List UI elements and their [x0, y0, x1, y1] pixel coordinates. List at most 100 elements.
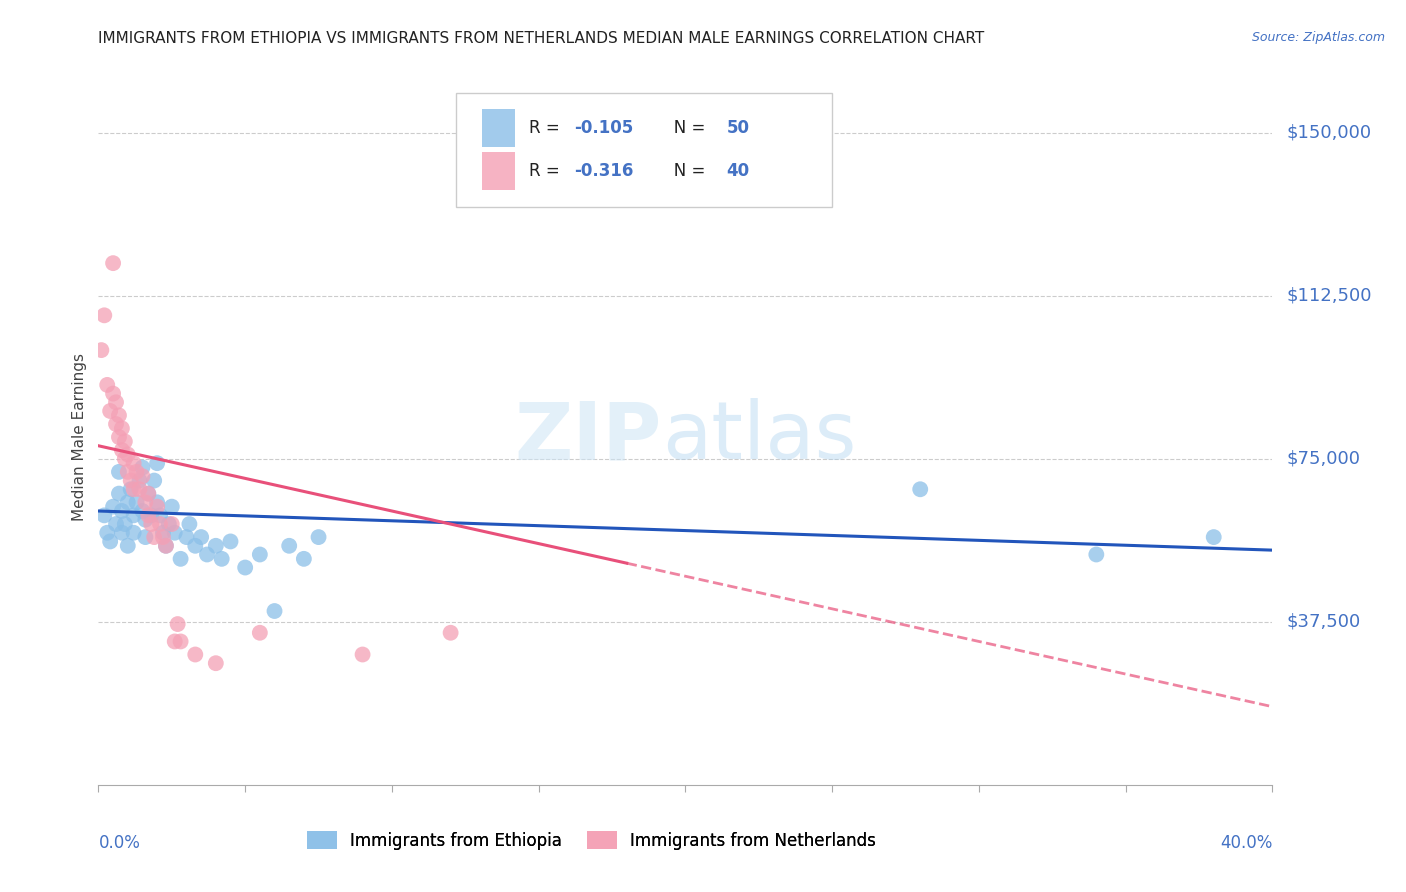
Point: [93, 308, 115, 322]
Point: [111, 504, 134, 518]
Point: [134, 530, 156, 544]
Point: [90, 343, 112, 357]
Point: [131, 504, 153, 518]
Point: [98, 404, 121, 418]
Point: [249, 548, 271, 562]
Point: [155, 539, 177, 553]
Point: [108, 486, 131, 500]
Point: [108, 409, 131, 423]
Point: [111, 443, 134, 458]
Point: [134, 513, 156, 527]
Point: [352, 648, 374, 662]
Point: [96, 525, 118, 540]
Point: [136, 486, 159, 500]
FancyBboxPatch shape: [482, 152, 515, 190]
Text: 40: 40: [727, 162, 749, 180]
Point: [157, 516, 180, 531]
Point: [190, 530, 212, 544]
Text: R =: R =: [529, 162, 565, 180]
Point: [114, 451, 136, 466]
Point: [278, 539, 301, 553]
Point: [117, 447, 139, 462]
Text: $75,000: $75,000: [1286, 450, 1361, 467]
Point: [184, 648, 207, 662]
Text: 40.0%: 40.0%: [1220, 834, 1272, 852]
Point: [166, 617, 188, 632]
Point: [101, 500, 124, 514]
Point: [163, 634, 186, 648]
Text: N =: N =: [658, 162, 711, 180]
Point: [155, 539, 177, 553]
FancyBboxPatch shape: [457, 93, 832, 208]
Point: [105, 395, 128, 409]
Point: [176, 530, 198, 544]
Text: $37,500: $37,500: [1286, 613, 1361, 631]
Point: [146, 495, 169, 509]
Point: [117, 539, 139, 553]
Point: [141, 516, 163, 531]
Point: [1085, 548, 1108, 562]
Point: [125, 495, 148, 509]
Point: [108, 430, 131, 444]
Text: -0.316: -0.316: [574, 162, 633, 180]
Point: [263, 604, 285, 618]
Text: 50: 50: [727, 120, 749, 137]
Point: [184, 539, 207, 553]
FancyBboxPatch shape: [482, 109, 515, 147]
Text: $150,000: $150,000: [1286, 124, 1371, 142]
Text: $112,500: $112,500: [1286, 286, 1372, 305]
Point: [1202, 530, 1225, 544]
Point: [149, 508, 172, 523]
Point: [114, 434, 136, 449]
Point: [105, 417, 128, 431]
Point: [93, 508, 115, 523]
Text: 0.0%: 0.0%: [98, 834, 141, 852]
Point: [122, 508, 145, 523]
Text: Source: ZipAtlas.com: Source: ZipAtlas.com: [1251, 31, 1385, 45]
Point: [120, 482, 142, 496]
Point: [96, 377, 118, 392]
Point: [249, 625, 271, 640]
Point: [152, 530, 174, 544]
Point: [122, 456, 145, 470]
Point: [122, 525, 145, 540]
Point: [152, 525, 174, 540]
Point: [105, 516, 128, 531]
Point: [101, 386, 124, 401]
Point: [910, 482, 932, 496]
Point: [292, 551, 315, 566]
Point: [163, 525, 186, 540]
Point: [308, 530, 330, 544]
Point: [160, 500, 183, 514]
Legend: Immigrants from Ethiopia, Immigrants from Netherlands: Immigrants from Ethiopia, Immigrants fro…: [299, 824, 883, 856]
Point: [134, 495, 156, 509]
Text: atlas: atlas: [662, 398, 856, 476]
Point: [143, 474, 166, 488]
Point: [211, 551, 233, 566]
Point: [131, 469, 153, 483]
Point: [114, 516, 136, 531]
Point: [136, 508, 159, 523]
Point: [439, 625, 461, 640]
Point: [131, 460, 153, 475]
Point: [219, 534, 242, 549]
Text: ZIP: ZIP: [515, 398, 662, 476]
Point: [179, 516, 201, 531]
Point: [195, 548, 218, 562]
Point: [128, 474, 150, 488]
Point: [169, 634, 191, 648]
Y-axis label: Median Male Earnings: Median Male Earnings: [72, 353, 87, 521]
Point: [160, 516, 183, 531]
Point: [205, 539, 228, 553]
Point: [149, 516, 172, 531]
Point: [146, 456, 169, 470]
Point: [117, 465, 139, 479]
Text: IMMIGRANTS FROM ETHIOPIA VS IMMIGRANTS FROM NETHERLANDS MEDIAN MALE EARNINGS COR: IMMIGRANTS FROM ETHIOPIA VS IMMIGRANTS F…: [98, 31, 984, 46]
Point: [146, 500, 169, 514]
Point: [205, 657, 228, 671]
Point: [169, 551, 191, 566]
Text: R =: R =: [529, 120, 565, 137]
Point: [125, 465, 148, 479]
Text: N =: N =: [658, 120, 711, 137]
Point: [108, 465, 131, 479]
